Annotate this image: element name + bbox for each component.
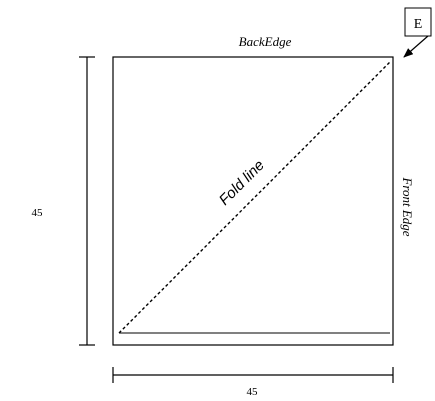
- arrow-icon: [403, 35, 429, 58]
- corner-marker-label: E: [414, 17, 423, 32]
- height-dimension-label: 45: [32, 207, 44, 219]
- fold-line-label: Fold line: [216, 157, 268, 209]
- width-dimension-label: 45: [247, 386, 259, 398]
- fold-line: [118, 60, 392, 334]
- corner-marker: E: [404, 7, 432, 37]
- front-edge-label: Front Edge: [400, 176, 415, 236]
- width-dimension: [112, 367, 394, 383]
- height-dimension: [79, 56, 95, 346]
- back-edge-label: BackEdge: [239, 34, 292, 49]
- square-outline: [112, 56, 394, 346]
- corner-marker-box: [404, 7, 432, 37]
